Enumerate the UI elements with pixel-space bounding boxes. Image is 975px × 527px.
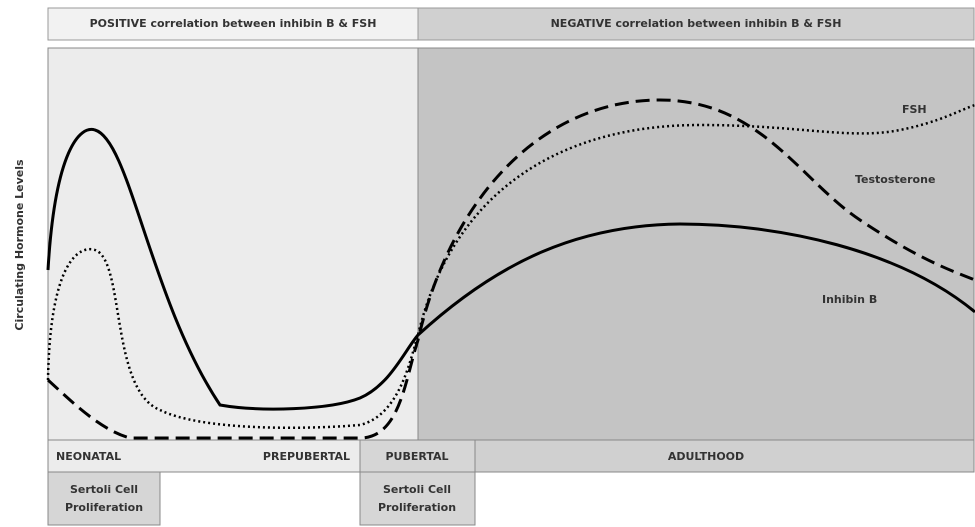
note-line: Sertoli Cell	[383, 483, 451, 496]
region-left	[47, 47, 419, 441]
y-axis-label: Circulating Hormone Levels	[13, 159, 26, 331]
header-right-box	[417, 7, 975, 41]
phase-label: PUBERTAL	[385, 450, 448, 463]
testosterone-label: Testosterone	[855, 173, 935, 186]
note-line: Proliferation	[65, 501, 143, 514]
header-left-box	[47, 7, 419, 41]
note-line: Proliferation	[378, 501, 456, 514]
inhibin-label: Inhibin B	[822, 293, 877, 306]
fsh-curve	[46, 103, 975, 430]
testosterone-curve	[46, 98, 975, 440]
note-line: Sertoli Cell	[70, 483, 138, 496]
note-box	[47, 471, 161, 526]
phase-box-adult	[474, 439, 975, 473]
note-box	[359, 471, 476, 526]
phase-label: ADULTHOOD	[668, 450, 744, 463]
phase-box-early	[47, 439, 361, 473]
phase-box-pubertal	[359, 439, 476, 473]
phase-label: NEONATAL	[56, 450, 121, 463]
fsh-label: FSH	[902, 103, 927, 116]
inhibin-curve	[46, 127, 975, 411]
region-right	[417, 47, 975, 441]
header-right: NEGATIVE correlation between inhibin B &…	[551, 17, 842, 30]
header-left: POSITIVE correlation between inhibin B &…	[90, 17, 377, 30]
phase-label: PREPUBERTAL	[263, 450, 350, 463]
